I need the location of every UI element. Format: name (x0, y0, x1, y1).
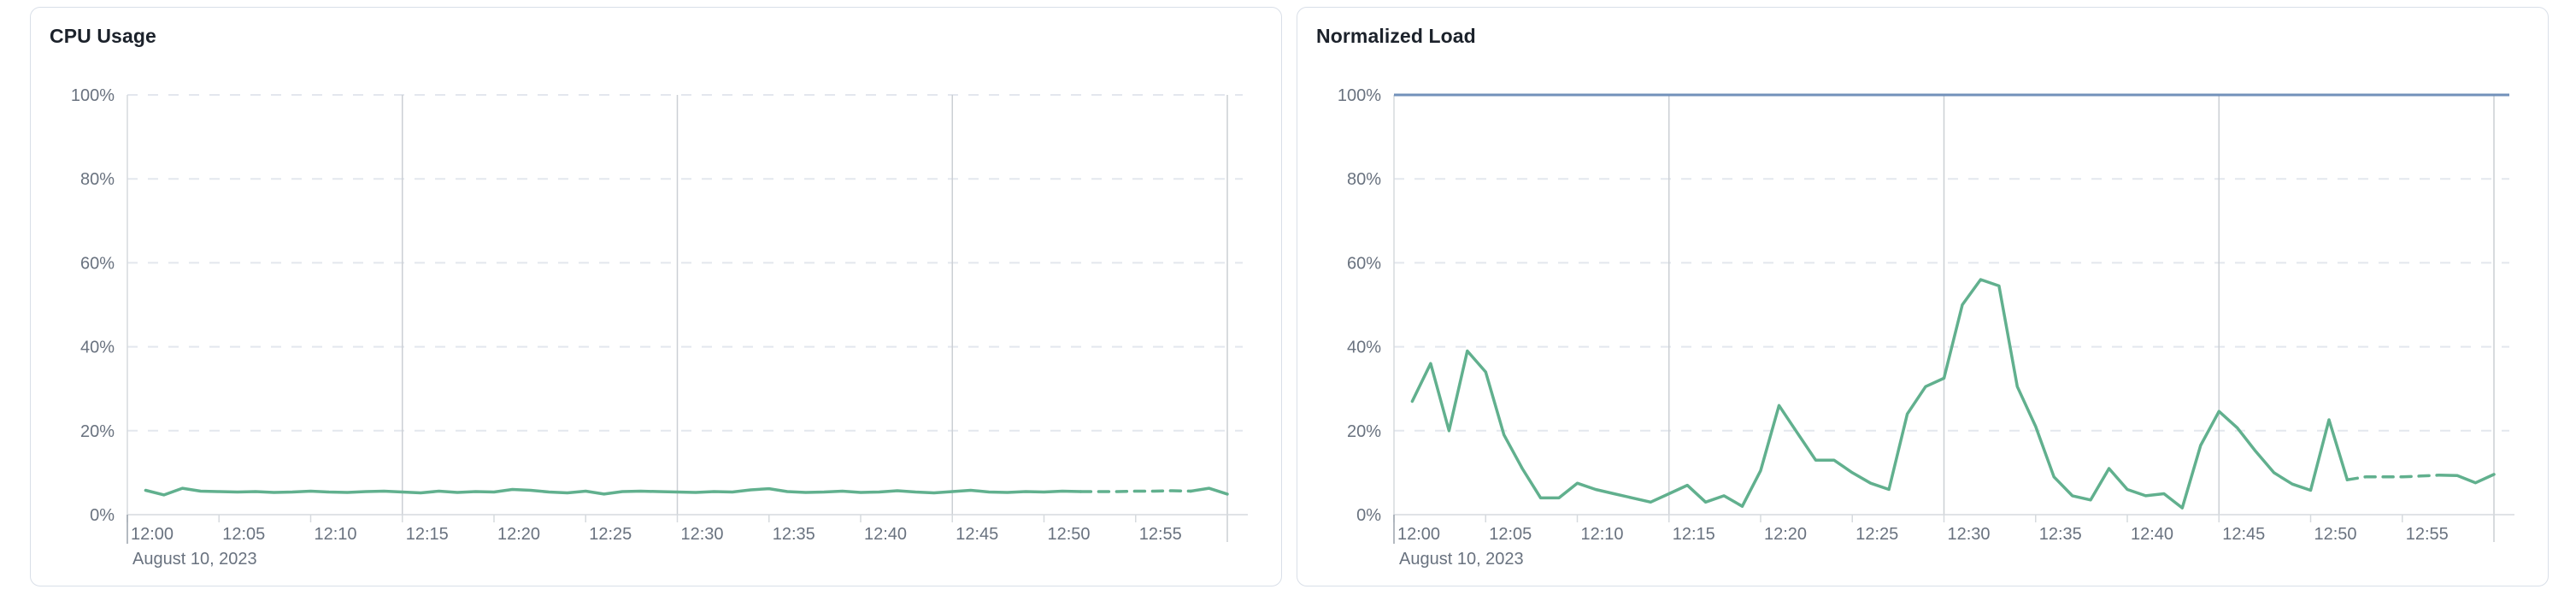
chart-title: Normalized Load (1316, 25, 1476, 47)
svg-text:12:20: 12:20 (497, 525, 540, 544)
svg-text:60%: 60% (80, 254, 115, 273)
svg-text:12:05: 12:05 (1489, 525, 1532, 544)
svg-text:12:30: 12:30 (1948, 525, 1991, 544)
svg-text:12:40: 12:40 (864, 525, 907, 544)
svg-text:12:00: 12:00 (131, 525, 173, 544)
svg-text:100%: 100% (1338, 86, 1381, 105)
svg-text:12:10: 12:10 (315, 525, 357, 544)
svg-text:12:40: 12:40 (2131, 525, 2173, 544)
svg-text:August 10, 2023: August 10, 2023 (132, 550, 257, 569)
horizontal-gridlines (127, 94, 1243, 432)
svg-text:12:45: 12:45 (2222, 525, 2265, 544)
series-normalized.load (1410, 278, 2496, 510)
svg-text:60%: 60% (1347, 254, 1381, 273)
svg-text:12:25: 12:25 (1856, 525, 1898, 544)
x-axis-labels: 12:00 12:05 12:10 12:15 12:20 12:25 12:30 12:35… (131, 525, 1182, 544)
svg-text:12:00: 12:00 (1397, 525, 1440, 544)
dashboard-row: CPU Usage 0% 20% 40% 60% 80% 100% 12:00 12:05 12… (30, 7, 2549, 586)
svg-text:80%: 80% (1347, 170, 1381, 189)
svg-text:12:20: 12:20 (1764, 525, 1807, 544)
svg-text:August 10, 2023: August 10, 2023 (1399, 550, 1524, 569)
cpu-usage-chart-canvas[interactable]: 0%20%40%60%80%100%12:00 12:05 12:10 12:15 12… (31, 8, 1280, 585)
svg-text:80%: 80% (80, 170, 115, 189)
cpu-usage-panel: CPU Usage 0% 20% 40% 60% 80% 100% 12:00 12:05 12… (30, 7, 1282, 586)
svg-text:12:55: 12:55 (1139, 525, 1182, 544)
x-axis-labels: 12:00 12:05 12:10 12:15 12:20 12:25 12:30 12:35… (1397, 525, 2449, 544)
svg-text:0%: 0% (1356, 506, 1381, 525)
svg-text:12:05: 12:05 (222, 525, 265, 544)
svg-text:20%: 20% (1347, 422, 1381, 441)
normalized-load-chart-canvas[interactable]: 0%20%40%60%80%100%12:00 12:05 12:10 12:15 12… (1297, 8, 2547, 585)
horizontal-gridlines (1394, 94, 2509, 432)
svg-text:12:10: 12:10 (1581, 525, 1624, 544)
y-axis-labels: 0% 20% 40% 60% 80% 100% (71, 86, 115, 525)
svg-text:12:50: 12:50 (2314, 525, 2357, 544)
svg-text:12:15: 12:15 (1673, 525, 1715, 544)
svg-text:12:15: 12:15 (406, 525, 449, 544)
x-axis-date-label: August 10, 2023 (132, 550, 257, 569)
svg-text:100%: 100% (71, 86, 115, 105)
y-axis-labels: 0% 20% 40% 60% 80% 100% (1338, 86, 1381, 525)
svg-text:40%: 40% (80, 339, 115, 357)
svg-text:0%: 0% (90, 506, 115, 525)
svg-text:12:45: 12:45 (956, 525, 998, 544)
x-axis-date-label: August 10, 2023 (1399, 550, 1524, 569)
vertical-gridlines (402, 95, 1228, 542)
normalized-load-panel: Normalized Load 0% 20% 40% 60% 80% 100% 12:00 1… (1297, 7, 2549, 586)
svg-text:12:35: 12:35 (2039, 525, 2082, 544)
axes (126, 95, 1248, 544)
vertical-gridlines (1668, 95, 2495, 542)
svg-text:12:25: 12:25 (589, 525, 632, 544)
svg-text:40%: 40% (1347, 339, 1381, 357)
chart-title: CPU Usage (50, 25, 156, 47)
svg-text:12:30: 12:30 (681, 525, 724, 544)
axes (1393, 95, 2514, 544)
svg-text:12:55: 12:55 (2406, 525, 2449, 544)
svg-text:20%: 20% (80, 422, 115, 441)
svg-text:12:50: 12:50 (1048, 525, 1091, 544)
series-cpu.usage (144, 486, 1229, 497)
svg-text:12:35: 12:35 (773, 525, 815, 544)
